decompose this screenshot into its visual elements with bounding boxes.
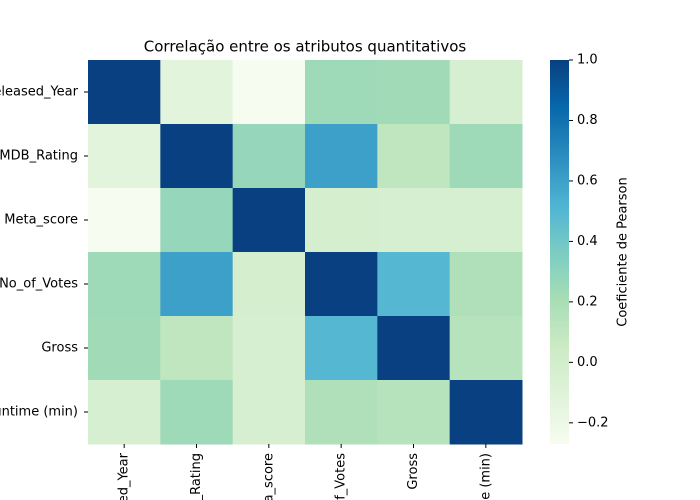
y-tick-label: No_of_Votes xyxy=(0,277,78,292)
heatmap-cell xyxy=(88,316,161,381)
colorbar xyxy=(550,60,569,444)
heatmap-cell xyxy=(377,60,451,125)
heatmap-cell xyxy=(232,380,306,445)
heatmap-cell xyxy=(160,60,234,125)
heatmap-cell xyxy=(449,252,523,317)
heatmap-cell xyxy=(305,124,378,189)
y-tick-label: Runtime (min) xyxy=(0,405,78,420)
heatmap-cell xyxy=(232,252,306,317)
heatmap-cell xyxy=(88,124,161,189)
heatmap-cell xyxy=(305,60,378,125)
heatmap-cell xyxy=(305,252,378,317)
heatmap-cell xyxy=(449,316,523,381)
heatmap-cell xyxy=(88,188,161,253)
x-tick-label: Meta_score xyxy=(261,453,276,500)
heatmap-cell xyxy=(160,188,234,253)
x-tick-label: No_of_Votes xyxy=(334,453,349,500)
x-tick-label: Gross xyxy=(406,453,421,490)
y-tick-label: Gross xyxy=(41,341,78,356)
colorbar-tick-label: −0.2 xyxy=(577,415,609,430)
heatmap-cell xyxy=(377,188,451,253)
colorbar-tick-label: 0.6 xyxy=(577,173,598,188)
heatmap-cell xyxy=(305,188,378,253)
heatmap-cell xyxy=(160,124,234,189)
x-tick-label: Released_Year xyxy=(117,452,132,500)
heatmap-cell xyxy=(88,380,161,445)
y-tick-label: IMDB_Rating xyxy=(0,149,78,164)
colorbar-tick-label: 0.4 xyxy=(577,234,598,249)
heatmap-cell xyxy=(377,252,451,317)
heatmap-cell xyxy=(449,380,523,445)
heatmap-cell xyxy=(377,380,451,445)
colorbar-tick-label: 0.2 xyxy=(577,294,598,309)
heatmap-cell xyxy=(88,252,161,317)
heatmap-cell xyxy=(232,124,306,189)
heatmap-cell xyxy=(449,124,523,189)
x-tick-label: IMDB_Rating xyxy=(189,453,204,500)
heatmap-cell xyxy=(232,60,306,125)
heatmap-cell xyxy=(160,316,234,381)
heatmap-cell xyxy=(305,316,378,381)
chart-title: Correlação entre os atributos quantitati… xyxy=(144,38,467,56)
heatmap-cell xyxy=(160,252,234,317)
y-tick-label: Released_Year xyxy=(0,85,79,100)
y-tick-label: Meta_score xyxy=(4,213,78,228)
heatmap-cell xyxy=(88,60,161,125)
heatmap-cell xyxy=(377,316,451,381)
colorbar-tick-label: 0.0 xyxy=(577,355,598,370)
heatmap-cell xyxy=(305,380,378,445)
heatmap-cell xyxy=(160,380,234,445)
colorbar-tick-label: 1.0 xyxy=(577,53,598,68)
heatmap-cell xyxy=(377,124,451,189)
colorbar-label: Coeficiente de Pearson xyxy=(616,177,631,326)
x-tick-label: Runtime (min) xyxy=(478,453,493,500)
heatmap-cell xyxy=(449,188,523,253)
heatmap-cell xyxy=(449,60,523,125)
colorbar-tick-label: 0.8 xyxy=(577,113,598,128)
heatmap-cell xyxy=(232,188,306,253)
heatmap-cell xyxy=(232,316,306,381)
